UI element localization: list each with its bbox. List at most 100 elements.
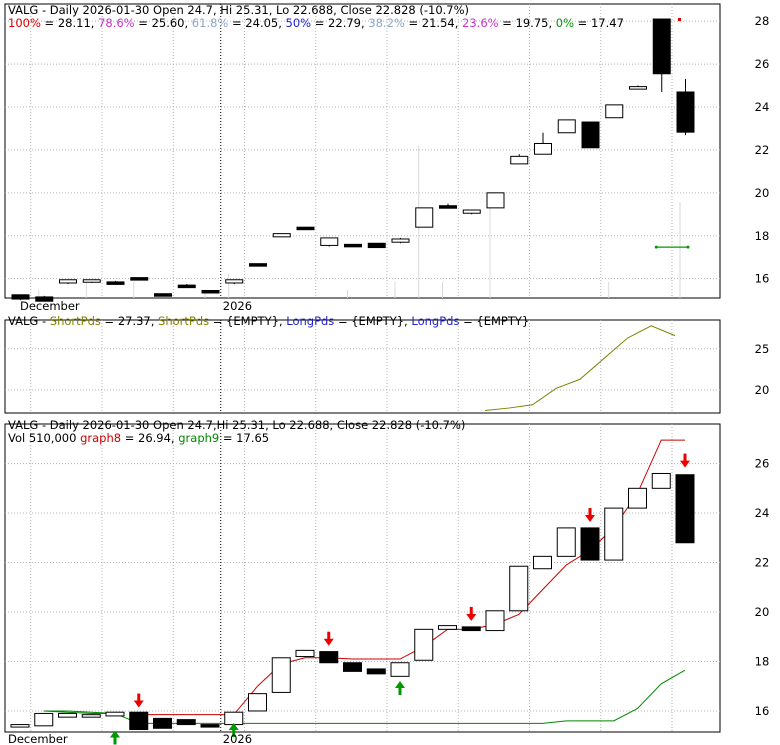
candle: [534, 142, 552, 155]
panel2-prefix: VALG -: [8, 314, 46, 328]
shortpds-label-2: ShortPds: [154, 314, 209, 328]
y-tick-label: 22: [755, 556, 770, 570]
y-tick-label: 20: [755, 605, 770, 619]
y-tick-label: 25: [755, 342, 770, 356]
sell-arrow-shaft: [327, 631, 331, 640]
longpds-label: LongPds: [283, 314, 335, 328]
y-tick-label: 28: [755, 14, 770, 28]
graph8-pre-line: [43, 710, 115, 714]
fib-0-dot: [686, 245, 690, 249]
candle: [486, 192, 505, 209]
candle: [557, 119, 576, 134]
candle: [366, 668, 386, 675]
shortpds-line: [484, 325, 676, 412]
candle: [367, 242, 386, 249]
candle: [248, 693, 267, 712]
candle: [10, 724, 30, 728]
y-tick-label: 20: [755, 186, 770, 200]
fib-label: 50%: [282, 16, 311, 30]
buy-arrow-head: [110, 730, 120, 738]
buy-arrow: [110, 730, 120, 745]
fib-value: = 21.54,: [405, 16, 459, 30]
panel1-title: VALG - Daily 2026-01-30 Open 24.7, Hi 25…: [8, 3, 469, 17]
candle: [438, 625, 457, 630]
candle: [295, 649, 315, 658]
fib-label: 100%: [8, 16, 41, 30]
shortpds-label: ShortPds: [46, 314, 101, 328]
fib-label: 23.6%: [458, 16, 498, 30]
candle: [652, 18, 671, 75]
panel-frame-1: [4, 3, 721, 299]
shortpds-value: = 27.37,: [101, 314, 155, 328]
longpds-label-2: LongPds: [408, 314, 460, 328]
buy-arrow: [228, 723, 239, 738]
fib-value: = 19.75,: [499, 16, 553, 30]
buy-arrow-shaft: [232, 729, 236, 738]
candle: [391, 238, 410, 243]
sell-arrow: [585, 508, 595, 523]
buy-arrow-head: [395, 680, 405, 688]
y-tick-label: 24: [755, 506, 770, 520]
candle: [415, 207, 434, 228]
x-label-2026: 2026: [223, 299, 252, 313]
candle: [628, 487, 647, 509]
candle: [59, 279, 77, 284]
buy-arrow-shaft: [398, 686, 402, 695]
fib-value: = 25.60,: [135, 16, 189, 30]
y-tick-label: 24: [755, 100, 770, 114]
candle: [272, 233, 291, 238]
graph9-line: [43, 669, 686, 724]
fib-value: = 24.05,: [228, 16, 282, 30]
y-tick-label: 16: [755, 272, 770, 286]
candle: [153, 717, 172, 729]
candle: [105, 711, 125, 717]
candle: [154, 293, 172, 297]
sell-arrow: [323, 631, 334, 646]
shortpds-value-2: = {EMPTY},: [209, 314, 282, 328]
sell-arrow-head: [585, 515, 595, 523]
x-label-december: December: [8, 732, 68, 745]
candle: [344, 243, 362, 248]
candle: [201, 289, 220, 294]
candle: [343, 662, 362, 672]
candle: [509, 565, 529, 612]
fib-label: 38.2%: [365, 16, 405, 30]
panel2-title: VALG - ShortPds = 27.37, ShortPds = {EMP…: [8, 314, 529, 328]
y-tick-label: 18: [755, 229, 770, 243]
sell-arrow-head: [323, 638, 334, 646]
fib-label: 0%: [552, 16, 574, 30]
graph9-label: graph9: [175, 431, 220, 445]
candle: [81, 714, 101, 718]
fib-value: = 17.47: [574, 16, 624, 30]
buy-arrow-head: [228, 723, 239, 731]
candle: [604, 507, 624, 561]
candle: [439, 205, 457, 209]
fib-100-marker: [678, 18, 681, 22]
sell-arrow-shaft: [588, 508, 592, 517]
fib-label: 78.6%: [94, 16, 134, 30]
sell-arrow-shaft: [469, 606, 473, 615]
x-label-2026: 2026: [223, 732, 252, 745]
candle: [176, 719, 196, 726]
candle: [249, 263, 267, 267]
buy-arrow: [395, 680, 405, 695]
candle: [225, 279, 244, 284]
candle: [651, 472, 671, 489]
candle: [129, 711, 149, 731]
longpds-value: = {EMPTY},: [334, 314, 407, 328]
y-tick-label: 18: [755, 654, 770, 668]
candle: [580, 527, 600, 561]
candle: [675, 474, 695, 544]
y-tick-label: 16: [755, 704, 770, 718]
candle: [605, 104, 624, 119]
candle: [35, 296, 54, 302]
candle: [82, 279, 101, 283]
candle: [629, 86, 647, 90]
graph9-value: = 17.65: [219, 431, 269, 445]
candle: [224, 711, 244, 726]
y-tick-label: 26: [755, 57, 770, 71]
sell-arrow-head: [133, 700, 144, 708]
panel-frame-2: [4, 319, 721, 414]
panel3-legend: Vol 510,000 graph8 = 26.94, graph9 = 17.…: [8, 431, 269, 445]
